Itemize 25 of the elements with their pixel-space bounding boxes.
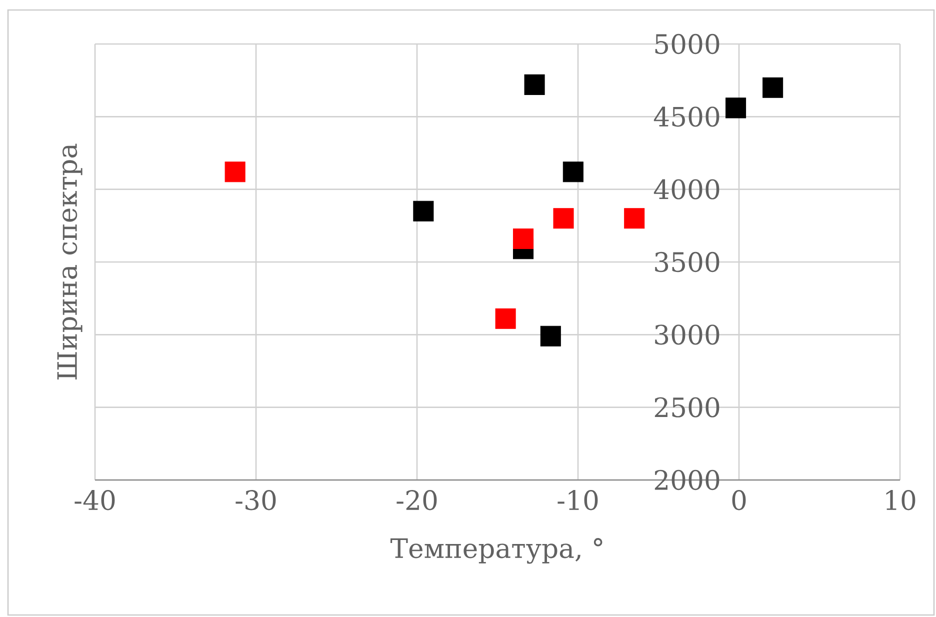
- x-tick-label: -40: [74, 490, 115, 510]
- y-tick-label: 4500: [654, 106, 720, 127]
- point: [624, 208, 645, 229]
- point: [553, 208, 574, 229]
- x-tick-label: -30: [236, 490, 276, 510]
- point: [540, 326, 561, 346]
- y-tick-label: 2500: [654, 397, 720, 418]
- y-tick-label: 4000: [654, 179, 720, 200]
- y-axis-title: Ширина спектра: [57, 144, 82, 380]
- point: [562, 162, 584, 182]
- x-tick-label: 10: [886, 490, 916, 510]
- y-tick-label: 3000: [655, 324, 720, 345]
- y-tick-label: 5000: [655, 34, 720, 54]
- point: [495, 308, 516, 329]
- y-tick-label: 3500: [655, 252, 720, 272]
- x-axis-title: Температура, °: [390, 538, 602, 564]
- point: [224, 162, 246, 182]
- x-tick-label: -20: [396, 490, 437, 510]
- point: [762, 77, 784, 98]
- x-tick-label: -10: [558, 490, 598, 510]
- point: [726, 98, 746, 118]
- point: [524, 74, 545, 95]
- x-tick-label: 0: [732, 490, 746, 510]
- point: [512, 228, 534, 250]
- point: [413, 200, 434, 222]
